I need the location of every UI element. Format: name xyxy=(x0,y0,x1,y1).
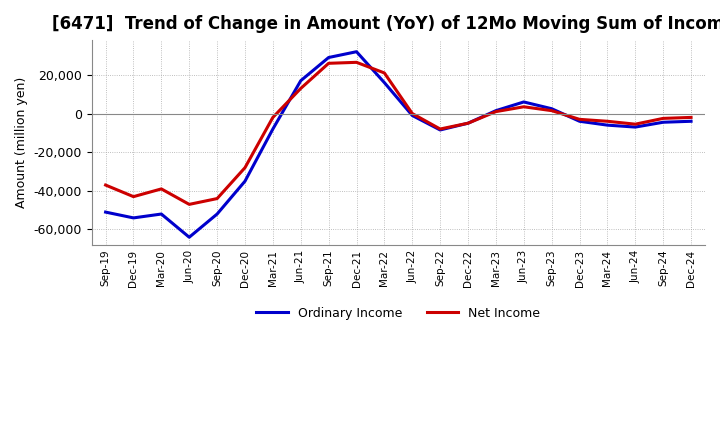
Y-axis label: Amount (million yen): Amount (million yen) xyxy=(15,77,28,208)
Ordinary Income xyxy=(464,121,472,126)
Ordinary Income xyxy=(269,126,277,132)
Net Income xyxy=(129,194,138,199)
Ordinary Income xyxy=(575,119,584,124)
Legend: Ordinary Income, Net Income: Ordinary Income, Net Income xyxy=(251,302,545,325)
Ordinary Income xyxy=(631,125,639,130)
Title: [6471]  Trend of Change in Amount (YoY) of 12Mo Moving Sum of Incomes: [6471] Trend of Change in Amount (YoY) o… xyxy=(52,15,720,33)
Net Income xyxy=(659,116,667,121)
Ordinary Income xyxy=(185,235,194,240)
Ordinary Income xyxy=(687,119,696,124)
Ordinary Income xyxy=(380,80,389,85)
Ordinary Income xyxy=(297,78,305,83)
Ordinary Income xyxy=(352,49,361,55)
Net Income xyxy=(519,104,528,110)
Net Income xyxy=(631,121,639,127)
Net Income xyxy=(547,108,556,113)
Net Income xyxy=(324,61,333,66)
Net Income xyxy=(575,117,584,122)
Net Income xyxy=(380,70,389,76)
Ordinary Income xyxy=(492,108,500,113)
Net Income xyxy=(240,165,249,170)
Net Income xyxy=(408,111,417,116)
Net Income xyxy=(436,126,444,132)
Ordinary Income xyxy=(659,120,667,125)
Ordinary Income xyxy=(129,215,138,220)
Ordinary Income xyxy=(324,55,333,60)
Net Income xyxy=(213,196,222,201)
Ordinary Income xyxy=(157,211,166,216)
Net Income xyxy=(492,109,500,114)
Ordinary Income xyxy=(240,179,249,184)
Ordinary Income xyxy=(519,99,528,105)
Ordinary Income xyxy=(102,209,110,215)
Ordinary Income xyxy=(408,113,417,118)
Ordinary Income xyxy=(547,106,556,111)
Ordinary Income xyxy=(603,122,612,128)
Ordinary Income xyxy=(213,211,222,216)
Net Income xyxy=(352,60,361,65)
Net Income xyxy=(687,115,696,120)
Net Income xyxy=(603,119,612,124)
Net Income xyxy=(269,115,277,120)
Line: Ordinary Income: Ordinary Income xyxy=(106,52,691,237)
Net Income xyxy=(157,186,166,191)
Ordinary Income xyxy=(436,127,444,132)
Net Income xyxy=(185,202,194,207)
Net Income xyxy=(297,86,305,91)
Net Income xyxy=(464,121,472,126)
Line: Net Income: Net Income xyxy=(106,62,691,204)
Net Income xyxy=(102,183,110,188)
